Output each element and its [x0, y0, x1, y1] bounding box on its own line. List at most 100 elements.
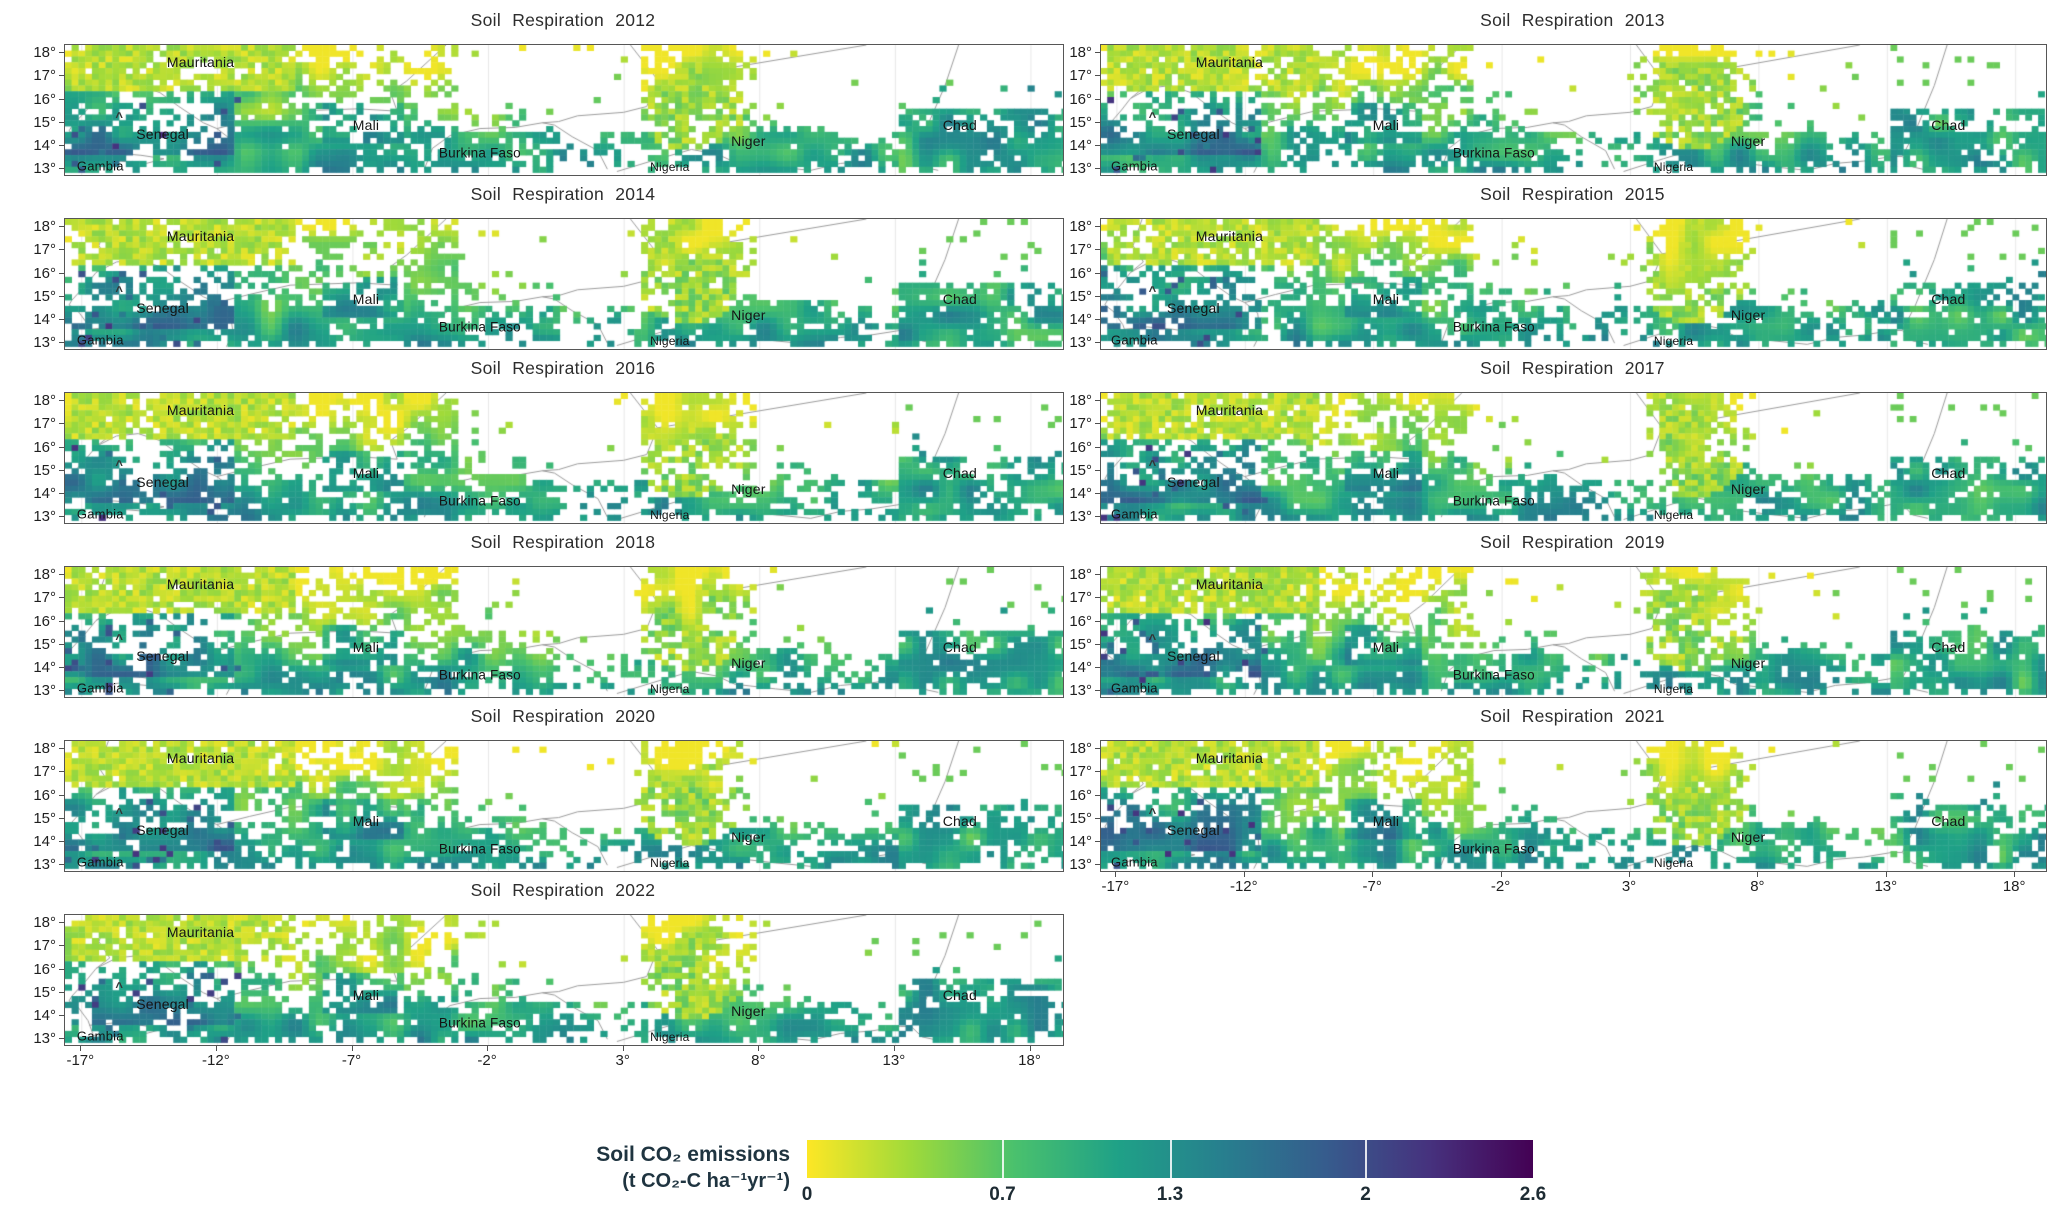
- y-axis-tick-mark: [59, 922, 64, 924]
- country-label: Mali: [352, 465, 380, 482]
- country-label: Burkina Faso: [1452, 667, 1535, 683]
- x-axis-tick-label: -2°: [1490, 878, 1511, 895]
- map-panel: Mauritania Senegal Gambia Mali Burkina Faso N…: [64, 392, 1064, 524]
- y-axis-tick-mark: [59, 771, 64, 773]
- country-label: Chad: [942, 465, 978, 482]
- peak-marker: ^: [1148, 109, 1157, 125]
- colorbar-tick-label: 2.6: [1519, 1184, 1547, 1205]
- y-axis-tick-mark: [1095, 748, 1100, 750]
- country-label: Mauritania: [1195, 576, 1264, 593]
- y-axis-tick-mark: [59, 991, 64, 993]
- country-label: Niger: [731, 481, 766, 498]
- y-axis-tick-label: 16°: [1069, 90, 1092, 108]
- country-label: Mali: [352, 813, 380, 830]
- y-axis-tick-label: 14°: [33, 833, 56, 850]
- x-axis-tick-mark: [1500, 872, 1502, 877]
- x-axis-tick-mark: [487, 1046, 489, 1051]
- country-label: Senegal: [1167, 822, 1220, 839]
- country-label: Senegal: [136, 822, 189, 839]
- country-label: Nigeria: [650, 1029, 690, 1044]
- x-axis-tick-label: -12°: [202, 1052, 230, 1069]
- country-label: Gambia: [1111, 332, 1158, 348]
- y-axis-tick-label: 15°: [33, 461, 56, 479]
- y-axis-tick-label: 13°: [1069, 508, 1092, 526]
- y-axis-tick-label: 14°: [33, 659, 56, 676]
- y-axis-tick-label: 17°: [1069, 415, 1092, 433]
- y-axis-tick-mark: [59, 817, 64, 819]
- y-axis-tick-mark: [1095, 574, 1100, 576]
- country-label: Senegal: [1167, 474, 1220, 491]
- y-axis-tick-label: 16°: [33, 960, 56, 978]
- colorbar-title-line1: Soil CO₂ emissions: [596, 1143, 790, 1166]
- map-raster-canvas: [65, 45, 1063, 175]
- country-label: Gambia: [1111, 680, 1158, 696]
- peak-marker: ^: [115, 457, 123, 473]
- peak-marker: ^: [1148, 457, 1157, 473]
- y-axis-tick-label: 18°: [33, 218, 56, 236]
- country-label: Nigeria: [650, 333, 690, 348]
- y-axis-tick-label: 17°: [33, 67, 56, 85]
- y-axis-tick-label: 15°: [33, 113, 56, 131]
- country-label: Mauritania: [1195, 54, 1264, 71]
- y-axis-tick-mark: [59, 690, 64, 692]
- country-label: Burkina Faso: [1452, 841, 1535, 857]
- country-label: Mali: [352, 987, 380, 1004]
- y-axis-tick-label: 18°: [33, 740, 56, 758]
- y-axis-tick-mark: [59, 516, 64, 518]
- y-axis-tick-mark: [59, 342, 64, 344]
- x-axis-tick-mark: [1629, 872, 1630, 877]
- map-raster-canvas: [65, 219, 1063, 349]
- panel-title: Soil Respiration 2022: [470, 880, 656, 900]
- map-raster-canvas: [65, 741, 1063, 871]
- map-panel: Mauritania Senegal Gambia Mali Burkina Faso N…: [1100, 566, 2047, 698]
- peak-marker: ^: [1148, 283, 1157, 299]
- y-axis-tick-mark: [59, 446, 64, 448]
- country-label: Niger: [1730, 307, 1766, 324]
- country-label: Mali: [1372, 813, 1400, 830]
- colorbar-tick-label: 1.3: [1156, 1184, 1184, 1205]
- colorbar-tick-label: 0: [801, 1184, 813, 1205]
- y-axis-tick-label: 15°: [1069, 635, 1092, 653]
- country-label: Mauritania: [166, 54, 235, 71]
- peak-marker: ^: [115, 805, 123, 821]
- y-axis-tick-label: 13°: [1069, 682, 1092, 700]
- x-axis-tick-label: 8°: [751, 1052, 766, 1069]
- country-label: Gambia: [76, 158, 124, 174]
- country-label: Chad: [1931, 291, 1966, 308]
- country-label: Burkina Faso: [438, 841, 521, 857]
- x-axis-tick-mark: [1757, 872, 1759, 877]
- y-axis-tick-label: 16°: [1069, 612, 1092, 630]
- y-axis-tick-mark: [1095, 145, 1100, 146]
- x-axis-tick-label: 13°: [1874, 878, 1898, 895]
- y-axis-tick-label: 14°: [1069, 485, 1092, 502]
- country-label: Chad: [942, 291, 978, 308]
- y-axis-tick-mark: [59, 794, 64, 796]
- y-axis-tick-mark: [1095, 423, 1100, 425]
- y-axis-tick-label: 18°: [33, 914, 56, 932]
- y-axis-tick-mark: [1095, 295, 1100, 297]
- y-axis-tick-mark: [1095, 864, 1100, 866]
- country-label: Nigeria: [650, 681, 690, 696]
- y-axis-tick-label: 17°: [1069, 67, 1092, 85]
- panel-title: Soil Respiration 2013: [1480, 10, 1665, 30]
- country-label: Nigeria: [650, 507, 690, 522]
- y-axis-tick-mark: [1095, 121, 1100, 123]
- y-axis-tick-label: 16°: [33, 786, 56, 804]
- country-label: Mauritania: [1195, 750, 1264, 767]
- y-axis-tick-mark: [1095, 469, 1100, 471]
- y-axis-tick-mark: [59, 272, 64, 274]
- y-axis-tick-mark: [59, 319, 64, 320]
- country-label: Mauritania: [166, 750, 235, 767]
- country-label: Chad: [942, 813, 978, 830]
- y-axis-tick-label: 13°: [1069, 334, 1092, 352]
- x-axis-tick-label: 8°: [1750, 878, 1765, 895]
- y-axis-tick-mark: [1095, 597, 1100, 599]
- country-label: Mauritania: [166, 228, 235, 245]
- country-label: Mali: [352, 291, 380, 308]
- colorbar-title-line2: (t CO₂-C ha⁻¹yr⁻¹): [622, 1170, 790, 1193]
- country-label: Gambia: [1111, 158, 1158, 174]
- y-axis-tick-label: 17°: [33, 589, 56, 607]
- map-panel: Mauritania Senegal Gambia Mali Burkina Faso N…: [1100, 740, 2047, 872]
- y-axis-tick-label: 18°: [1069, 218, 1092, 236]
- y-axis-tick-mark: [1095, 75, 1100, 77]
